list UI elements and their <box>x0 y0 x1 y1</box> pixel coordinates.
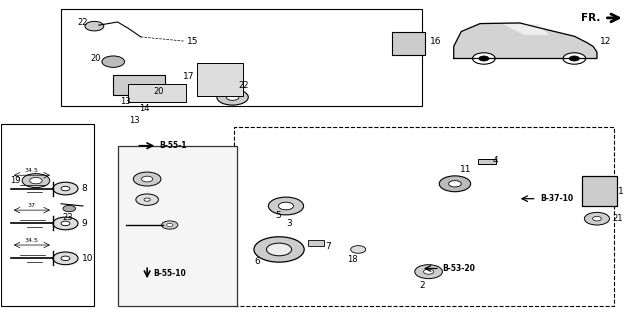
Circle shape <box>85 21 103 31</box>
Circle shape <box>473 53 495 64</box>
Circle shape <box>569 56 579 61</box>
Circle shape <box>22 174 50 188</box>
Text: 7: 7 <box>325 242 331 251</box>
Bar <box>128 84 186 102</box>
Circle shape <box>102 56 124 68</box>
Text: 22: 22 <box>78 18 88 27</box>
Circle shape <box>167 90 186 100</box>
Text: 34.5: 34.5 <box>25 168 38 173</box>
Text: 23: 23 <box>62 213 73 222</box>
Bar <box>1 124 95 306</box>
Text: 15: 15 <box>187 36 198 45</box>
Circle shape <box>593 216 601 221</box>
Bar <box>198 63 243 96</box>
Text: B-53-20: B-53-20 <box>442 264 475 273</box>
Circle shape <box>61 256 70 260</box>
Circle shape <box>423 269 433 274</box>
Circle shape <box>53 182 78 195</box>
Polygon shape <box>504 24 548 35</box>
Circle shape <box>268 197 304 215</box>
Text: 5: 5 <box>275 212 281 220</box>
Text: 21: 21 <box>612 214 623 223</box>
Circle shape <box>53 217 78 230</box>
Text: 3: 3 <box>286 219 292 228</box>
Circle shape <box>563 53 586 64</box>
Circle shape <box>162 221 178 229</box>
Bar <box>113 75 165 95</box>
Circle shape <box>351 246 366 253</box>
Text: 2: 2 <box>420 281 425 290</box>
Text: 4: 4 <box>493 156 498 164</box>
Circle shape <box>254 237 304 262</box>
Circle shape <box>167 223 173 227</box>
Bar <box>308 240 324 246</box>
Circle shape <box>227 94 239 100</box>
Text: 14: 14 <box>139 104 150 113</box>
Text: 12: 12 <box>599 36 611 45</box>
Polygon shape <box>454 23 597 59</box>
Circle shape <box>53 252 78 265</box>
Text: 16: 16 <box>430 37 441 46</box>
Circle shape <box>479 56 489 61</box>
Text: 20: 20 <box>153 87 163 96</box>
Text: 6: 6 <box>254 257 260 266</box>
Bar <box>61 9 422 106</box>
Text: B-55-1: B-55-1 <box>160 141 187 150</box>
Circle shape <box>141 176 153 182</box>
Text: 17: 17 <box>184 72 195 81</box>
Bar <box>478 159 497 164</box>
Circle shape <box>449 180 461 187</box>
Text: 37: 37 <box>28 203 35 208</box>
Circle shape <box>217 89 248 105</box>
Text: B-37-10: B-37-10 <box>540 194 574 203</box>
Bar <box>392 32 425 55</box>
Circle shape <box>61 221 70 226</box>
Circle shape <box>136 194 158 205</box>
Bar <box>582 176 617 206</box>
Bar <box>117 146 237 306</box>
Circle shape <box>144 198 150 201</box>
Bar <box>234 127 614 306</box>
Text: 8: 8 <box>82 184 88 193</box>
Text: 10: 10 <box>82 254 93 263</box>
Circle shape <box>278 202 293 210</box>
Text: 13: 13 <box>129 116 140 125</box>
Text: 11: 11 <box>460 165 471 174</box>
Text: 22: 22 <box>239 81 249 90</box>
Circle shape <box>30 178 42 184</box>
Text: 13: 13 <box>121 97 131 106</box>
Text: 9: 9 <box>82 219 88 228</box>
Circle shape <box>61 186 70 191</box>
Text: 34.5: 34.5 <box>25 238 38 243</box>
Circle shape <box>415 265 442 279</box>
Text: 19: 19 <box>9 176 20 185</box>
Circle shape <box>584 212 610 225</box>
Circle shape <box>266 243 292 256</box>
Text: 1: 1 <box>618 187 624 196</box>
Circle shape <box>133 172 161 186</box>
Circle shape <box>439 176 471 192</box>
Circle shape <box>63 205 76 212</box>
Text: 18: 18 <box>346 255 357 264</box>
Text: B-55-10: B-55-10 <box>153 269 186 278</box>
Text: FR.: FR. <box>581 13 600 23</box>
Text: 20: 20 <box>90 54 101 63</box>
